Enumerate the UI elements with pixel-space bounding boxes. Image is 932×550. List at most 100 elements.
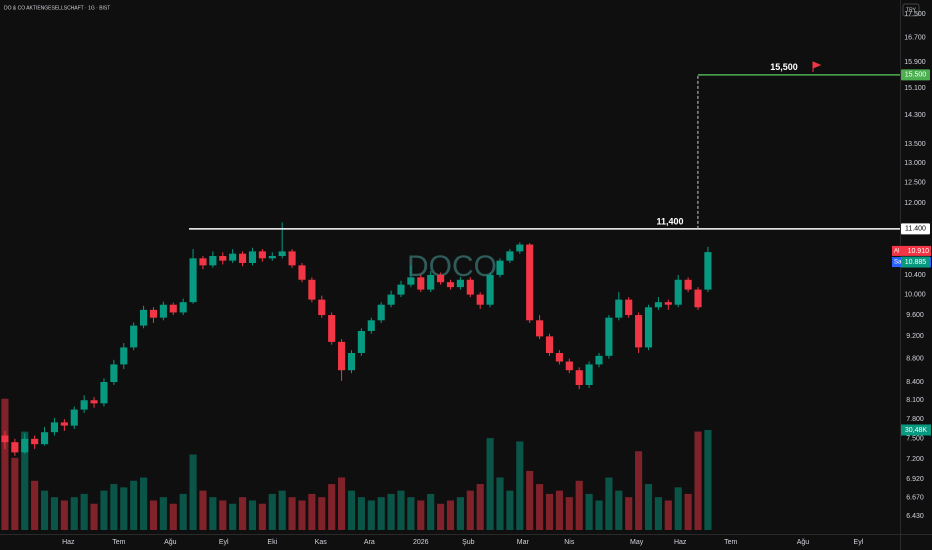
candle-body	[466, 279, 474, 295]
candle-body	[1, 435, 9, 443]
candle-body	[199, 258, 207, 266]
candle-body	[179, 302, 187, 313]
candle-body	[526, 244, 534, 321]
volume-bar	[229, 503, 237, 530]
candle-body	[258, 251, 266, 259]
volume-bar	[704, 429, 712, 530]
candle-body	[427, 274, 435, 290]
last-price-label: 10.885	[905, 259, 927, 266]
y-tick-label: 6.430	[906, 513, 924, 520]
volume-bar	[1, 398, 9, 530]
candle-body	[664, 302, 672, 305]
volume-bar	[179, 493, 187, 530]
candle-body	[635, 315, 643, 348]
volume-bar	[486, 438, 494, 530]
volume-bar	[70, 497, 78, 530]
y-tick-label: 9.600	[906, 312, 924, 319]
volume-bar	[466, 490, 474, 530]
last-volume-label: 30,48K	[905, 427, 928, 434]
x-tick-label: Haz	[674, 539, 687, 546]
y-tick-label: 12.000	[904, 200, 926, 207]
volume-bar	[209, 497, 217, 530]
level-axis-label: 15.500	[905, 72, 927, 79]
volume-bar	[120, 487, 128, 530]
candle-body	[615, 299, 623, 318]
volume-bar	[555, 490, 563, 530]
quote-name: Al	[894, 248, 899, 254]
candle-body	[100, 382, 108, 404]
y-tick-label: 7.500	[906, 436, 924, 443]
volume-bar	[11, 457, 19, 530]
volume-bar	[100, 490, 108, 530]
candle-body	[110, 364, 118, 383]
volume-bar	[615, 490, 623, 530]
level-axis-label: 11.400	[905, 226, 926, 233]
volume-bar	[110, 484, 118, 530]
volume-bar	[199, 490, 207, 530]
level-label: 15,500	[770, 62, 798, 72]
x-tick-label: 2026	[413, 539, 429, 546]
x-tick-label: Tem	[112, 539, 125, 546]
price-layer: 11,400 11.400 15,500 15.500 Al 10.910 Sat 10.88…	[1, 62, 931, 456]
volume-bar	[377, 497, 385, 530]
y-tick-label: 17.500	[904, 11, 926, 18]
candle-body	[278, 251, 286, 256]
volume-bar	[338, 477, 346, 530]
candle-body	[545, 336, 554, 354]
volume-bar	[526, 470, 534, 530]
candle-body	[625, 299, 633, 316]
y-tick-label: 14.300	[904, 112, 926, 119]
candle-body	[367, 320, 375, 331]
x-tick-label: Nis	[564, 539, 575, 546]
candle-body	[674, 279, 682, 305]
candle-body	[476, 294, 484, 305]
candle-body	[130, 325, 138, 348]
volume-bar	[40, 490, 49, 530]
candle-body	[169, 304, 177, 313]
volume-bar	[140, 477, 148, 530]
candle-body	[159, 304, 167, 318]
candle-body	[486, 274, 494, 305]
candle-body	[80, 400, 88, 410]
y-tick-label: 16.700	[904, 34, 926, 41]
currency-box[interactable]	[902, 3, 920, 17]
y-tick-label: 9.200	[906, 333, 924, 340]
candle-body	[229, 253, 237, 261]
volume-bar	[248, 500, 257, 530]
candle-body	[417, 277, 425, 290]
volume-bar	[239, 497, 247, 530]
quote-badge	[892, 245, 931, 256]
volume-bar	[684, 493, 692, 530]
x-tick-label: Ara	[364, 539, 375, 546]
volume-bar	[625, 497, 633, 530]
candle-body	[387, 294, 395, 305]
x-tick-label: Ağu	[797, 539, 810, 546]
volume-bar	[407, 497, 415, 530]
y-tick-label: 6.670	[906, 494, 924, 501]
volume-bar	[90, 503, 98, 530]
x-tick-label: Tem	[724, 539, 737, 546]
candle-body	[318, 299, 326, 316]
flag-icon	[812, 61, 822, 72]
candle-body	[654, 302, 662, 308]
x-tick-label: Eyl	[219, 539, 229, 546]
volume-bar	[258, 503, 266, 530]
last-price-badge	[901, 256, 930, 268]
volume-bar	[60, 500, 68, 530]
volume-bar	[387, 493, 395, 530]
candle-body	[219, 255, 227, 261]
candle-body	[575, 370, 583, 385]
candle-body	[595, 355, 603, 365]
x-tick-label: May	[630, 539, 644, 546]
y-tick-label: 15.100	[904, 85, 926, 92]
candle-body	[565, 361, 573, 371]
volume-bar	[516, 441, 524, 530]
candle-body	[456, 279, 464, 288]
x-tick-label: Eki	[267, 539, 277, 546]
last-volume-badge	[901, 424, 931, 436]
volume-bar	[31, 480, 39, 530]
candle-body	[11, 442, 19, 453]
y-tick-label: 10.000	[904, 291, 926, 298]
